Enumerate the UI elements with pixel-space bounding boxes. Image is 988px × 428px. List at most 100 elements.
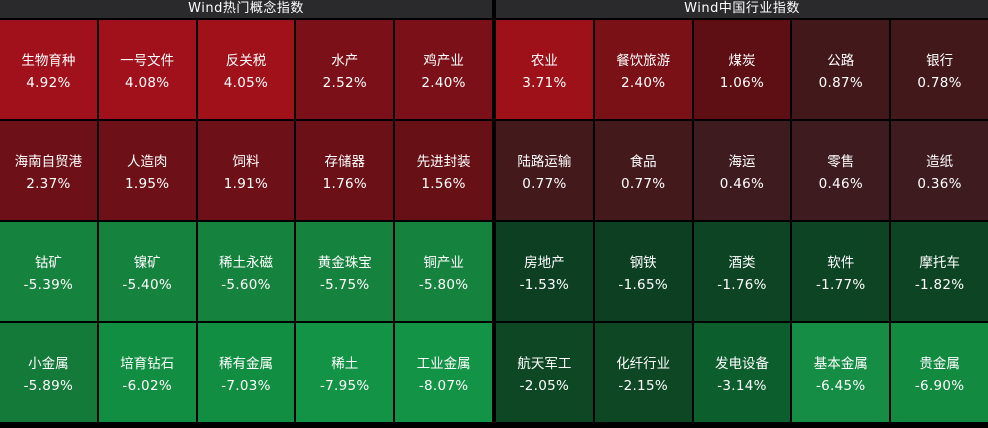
- cell-label: 银行: [926, 52, 954, 69]
- cell-label: 软件: [827, 254, 855, 271]
- heatmap-cell-1-1-4[interactable]: 造纸 0.36%: [891, 121, 988, 220]
- cell-label: 稀土: [331, 355, 359, 372]
- heatmap-cell-0-3-0[interactable]: 小金属 -5.89%: [0, 323, 97, 422]
- panel-industry-indices: Wind中国行业指数 农业 3.71% 餐饮旅游 2.40% 煤炭 1.06% …: [496, 0, 988, 428]
- cell-value: 0.46%: [719, 175, 765, 192]
- panel-concept-title: Wind热门概念指数: [0, 0, 492, 18]
- cell-label: 海南自贸港: [14, 153, 83, 170]
- cell-label: 化纤行业: [616, 355, 671, 372]
- cell-label: 餐饮旅游: [616, 52, 671, 69]
- cell-label: 生物育种: [21, 52, 76, 69]
- heatmap-cell-1-3-1[interactable]: 化纤行业 -2.15%: [594, 323, 692, 422]
- cell-value: -2.05%: [519, 377, 570, 394]
- cell-value: 0.77%: [621, 175, 666, 192]
- heatmap-cell-1-2-1[interactable]: 钢铁 -1.65%: [594, 222, 692, 321]
- cell-value: 1.56%: [421, 175, 466, 192]
- cell-label: 海运: [728, 153, 756, 170]
- heatmap-cell-1-1-3[interactable]: 零售 0.46%: [792, 121, 890, 220]
- heatmap-cell-1-1-2[interactable]: 海运 0.46%: [693, 121, 791, 220]
- heatmap-cell-1-2-4[interactable]: 摩托车 -1.82%: [891, 222, 988, 321]
- heatmap-cell-1-3-0[interactable]: 航天军工 -2.05%: [496, 323, 593, 422]
- heatmap-cell-0-0-3[interactable]: 水产 2.52%: [296, 20, 394, 119]
- heatmap-cell-1-0-3[interactable]: 公路 0.87%: [792, 20, 890, 119]
- cell-value: -3.14%: [717, 377, 767, 394]
- cell-label: 培育钻石: [120, 355, 175, 372]
- panel-concept-grid: 生物育种 4.92% 一号文件 4.08% 反关税 4.05% 水产 2.52%…: [0, 20, 492, 422]
- cell-label: 零售: [827, 153, 855, 170]
- cell-value: -5.80%: [418, 276, 469, 293]
- cell-label: 黄金珠宝: [317, 254, 372, 271]
- heatmap-cell-0-1-2[interactable]: 饲料 1.91%: [197, 121, 295, 220]
- cell-value: 0.36%: [917, 175, 962, 192]
- cell-value: -5.60%: [221, 276, 271, 293]
- cell-label: 稀有金属: [218, 355, 273, 372]
- cell-label: 镍矿: [133, 254, 161, 271]
- cell-value: -5.89%: [23, 377, 74, 394]
- heatmap-cell-0-3-4[interactable]: 工业金属 -8.07%: [395, 323, 492, 422]
- cell-value: 4.05%: [223, 74, 269, 91]
- cell-label: 工业金属: [416, 355, 471, 372]
- cell-label: 稀土永磁: [218, 254, 273, 271]
- heatmap-cell-1-2-0[interactable]: 房地产 -1.53%: [496, 222, 593, 321]
- panel-concept-indices: Wind热门概念指数 生物育种 4.92% 一号文件 4.08% 反关税 4.0…: [0, 0, 492, 428]
- cell-value: 0.77%: [522, 175, 567, 192]
- heatmap-cell-0-0-2[interactable]: 反关税 4.05%: [197, 20, 295, 119]
- heatmap-cell-0-2-2[interactable]: 稀土永磁 -5.60%: [197, 222, 295, 321]
- cell-label: 小金属: [28, 355, 69, 372]
- heatmap-cell-1-2-2[interactable]: 酒类 -1.76%: [693, 222, 791, 321]
- cell-value: 2.40%: [421, 74, 466, 91]
- cell-label: 公路: [827, 52, 855, 69]
- heatmap-cell-1-0-4[interactable]: 银行 0.78%: [891, 20, 988, 119]
- heatmap-cell-0-2-1[interactable]: 镍矿 -5.40%: [98, 222, 196, 321]
- heatmap-cell-1-2-3[interactable]: 软件 -1.77%: [792, 222, 890, 321]
- heatmap-cell-0-3-1[interactable]: 培育钻石 -6.02%: [98, 323, 196, 422]
- heatmap-cell-1-3-2[interactable]: 发电设备 -3.14%: [693, 323, 791, 422]
- cell-value: -7.03%: [221, 377, 271, 394]
- heatmap-cell-1-0-1[interactable]: 餐饮旅游 2.40%: [594, 20, 692, 119]
- cell-label: 贵金属: [919, 355, 960, 372]
- cell-label: 存储器: [324, 153, 366, 170]
- cell-value: -6.45%: [816, 377, 866, 394]
- cell-value: -2.15%: [618, 377, 668, 394]
- heatmap-cell-0-1-0[interactable]: 海南自贸港 2.37%: [0, 121, 97, 220]
- cell-value: 4.08%: [125, 74, 170, 91]
- heatmap-cell-1-3-4[interactable]: 贵金属 -6.90%: [891, 323, 988, 422]
- cell-label: 钴矿: [34, 254, 62, 271]
- cell-label: 陆路运输: [517, 153, 572, 170]
- heatmap-cell-0-0-0[interactable]: 生物育种 4.92%: [0, 20, 97, 119]
- heatmap-cell-0-2-3[interactable]: 黄金珠宝 -5.75%: [296, 222, 394, 321]
- cell-value: -1.82%: [914, 276, 965, 293]
- heatmap-cell-1-0-2[interactable]: 煤炭 1.06%: [693, 20, 791, 119]
- heatmap-cell-0-0-1[interactable]: 一号文件 4.08%: [98, 20, 196, 119]
- cell-label: 造纸: [926, 153, 954, 170]
- heatmap-cell-1-1-0[interactable]: 陆路运输 0.77%: [496, 121, 593, 220]
- cell-label: 食品: [629, 153, 657, 170]
- cell-label: 反关税: [225, 52, 267, 69]
- heatmap-cell-0-2-4[interactable]: 铜产业 -5.80%: [395, 222, 492, 321]
- heatmap-cell-0-1-1[interactable]: 人造肉 1.95%: [98, 121, 196, 220]
- cell-value: -7.95%: [320, 377, 370, 394]
- heatmap-cell-0-1-4[interactable]: 先进封装 1.56%: [395, 121, 492, 220]
- cell-label: 房地产: [524, 254, 565, 271]
- cell-value: 1.95%: [125, 175, 170, 192]
- heatmap-cell-1-3-3[interactable]: 基本金属 -6.45%: [792, 323, 890, 422]
- cell-label: 农业: [530, 52, 558, 69]
- cell-label: 水产: [331, 52, 359, 69]
- cell-label: 先进封装: [416, 153, 471, 170]
- cell-label: 鸡产业: [423, 52, 464, 69]
- cell-value: -5.40%: [122, 276, 172, 293]
- heatmap-cell-0-2-0[interactable]: 钴矿 -5.39%: [0, 222, 97, 321]
- heatmap-cell-0-3-3[interactable]: 稀土 -7.95%: [296, 323, 394, 422]
- heatmap-cell-1-1-1[interactable]: 食品 0.77%: [594, 121, 692, 220]
- panel-industry-title: Wind中国行业指数: [496, 0, 988, 18]
- heatmap-cell-0-0-4[interactable]: 鸡产业 2.40%: [395, 20, 492, 119]
- cell-label: 钢铁: [629, 254, 657, 271]
- heatmap-cell-1-0-0[interactable]: 农业 3.71%: [496, 20, 593, 119]
- heatmap-cell-0-3-2[interactable]: 稀有金属 -7.03%: [197, 323, 295, 422]
- cell-value: 1.06%: [719, 74, 765, 91]
- cell-value: 2.52%: [322, 74, 367, 91]
- heatmap-cell-0-1-3[interactable]: 存储器 1.76%: [296, 121, 394, 220]
- cell-label: 发电设备: [714, 355, 769, 372]
- cell-value: 2.40%: [621, 74, 666, 91]
